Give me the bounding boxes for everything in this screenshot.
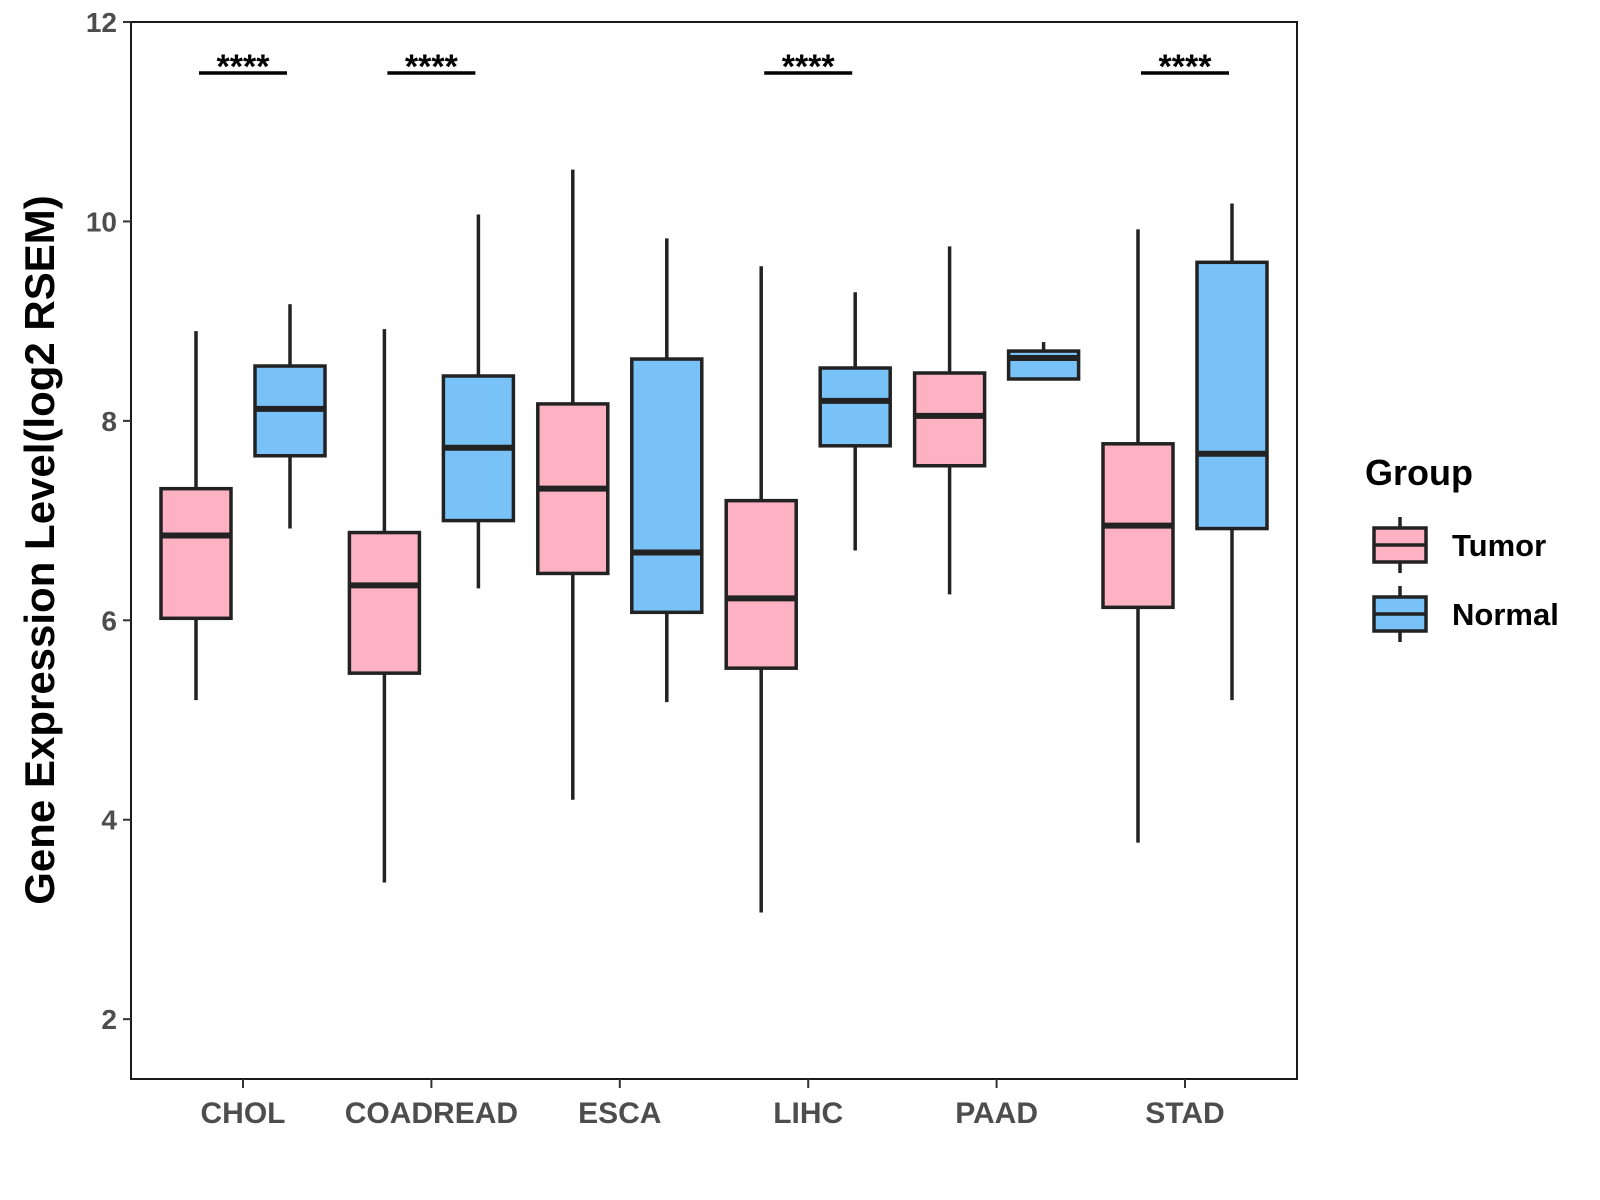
box-normal-lihc [818, 292, 892, 551]
x-tick-label: CHOL [201, 1097, 286, 1130]
legend-title: Group [1365, 452, 1473, 493]
y-tick-label: 12 [86, 7, 117, 38]
x-tick-label: PAAD [955, 1097, 1038, 1130]
box-body [630, 357, 704, 615]
box-body [724, 498, 798, 670]
y-tick-label: 10 [86, 206, 117, 237]
x-tick-label: ESCA [578, 1097, 661, 1130]
significance-label: **** [217, 48, 271, 86]
box-body [912, 371, 987, 468]
legend: Group Tumor Normal [1365, 452, 1559, 642]
box-body [1195, 260, 1269, 531]
box-tumor-paad [912, 246, 987, 595]
box-normal-coadread [441, 214, 516, 589]
y-axis-label: Gene Expression Level(log2 RSEM) [16, 195, 63, 905]
box-tumor-coadread [347, 329, 422, 883]
x-tick-label: LIHC [773, 1097, 843, 1130]
y-tick-label: 6 [101, 605, 117, 636]
legend-label-normal: Normal [1452, 597, 1559, 632]
box-tumor-chol [159, 331, 233, 701]
legend-key-normal [1372, 586, 1428, 642]
x-tick-label: COADREAD [345, 1097, 518, 1130]
significance-label: **** [405, 48, 459, 86]
y-tick-label: 8 [101, 406, 117, 437]
significance-annotations: **** **** **** **** [199, 48, 1229, 86]
y-axis: 2 4 6 8 10 12 [86, 7, 131, 1035]
boxes-layer [159, 169, 1269, 913]
y-tick-label: 4 [101, 805, 117, 836]
box-normal-esca [630, 238, 704, 703]
box-body [159, 486, 233, 621]
legend-key-tumor [1372, 517, 1428, 573]
significance-label: **** [1159, 48, 1213, 86]
box-body [818, 366, 892, 448]
box-body [347, 530, 422, 675]
box-normal-chol [253, 304, 327, 529]
legend-label-tumor: Tumor [1452, 528, 1546, 563]
y-tick-label: 2 [101, 1004, 117, 1035]
x-tick-label: STAD [1145, 1097, 1224, 1130]
box-normal-paad [1006, 342, 1081, 381]
significance-label: **** [782, 48, 836, 86]
box-tumor-stad [1101, 229, 1175, 843]
box-tumor-lihc [724, 266, 798, 913]
x-axis: CHOL COADREAD ESCA LIHC PAAD STAD [201, 1079, 1225, 1130]
box-normal-stad [1195, 203, 1269, 701]
box-tumor-esca [536, 169, 610, 800]
